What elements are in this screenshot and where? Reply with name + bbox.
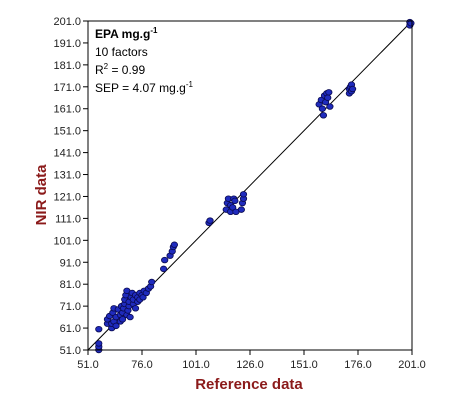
annotation-r2-superscript: 2 [104, 62, 109, 71]
y-tick-label: 121.0 [53, 191, 81, 203]
annotation-sep-prefix: SEP = 4.07 mg.g [95, 81, 186, 95]
x-tick-label: 101.0 [182, 359, 210, 371]
annotation-title: EPA mg.g-1 [95, 26, 158, 41]
y-tick-label: 61.0 [60, 323, 81, 335]
y-tick-label: 101.0 [53, 235, 81, 247]
annotation-r2-prefix: R [95, 63, 104, 77]
y-tick-label: 191.0 [53, 38, 81, 50]
data-point [348, 85, 357, 93]
y-tick-label: 111.0 [55, 213, 81, 225]
data-point [318, 105, 326, 112]
data-point [237, 206, 245, 213]
data-point [160, 265, 168, 273]
data-point [319, 112, 328, 119]
x-axis-ticks: 51.0 76.0 101.0 126.0 151.0 176.0 201.0 [77, 350, 426, 371]
data-point [407, 19, 415, 27]
data-point [239, 191, 248, 198]
data-point [148, 278, 156, 286]
y-tick-label: 151.0 [53, 126, 81, 138]
data-point [325, 89, 333, 96]
y-tick-label: 161.0 [53, 104, 81, 116]
x-tick-label: 76.0 [131, 359, 152, 371]
y-tick-label: 131.0 [53, 170, 81, 182]
data-point [206, 217, 214, 224]
data-point [112, 322, 120, 330]
y-tick-label: 181.0 [53, 60, 81, 72]
annotation-sep: SEP = 4.07 mg.g-1 [95, 80, 194, 95]
annotation-title-superscript: -1 [150, 26, 158, 35]
y-axis-title: NIR data [33, 164, 50, 226]
y-tick-label: 71.0 [60, 301, 81, 313]
x-axis-title: Reference data [195, 376, 303, 393]
x-tick-label: 151.0 [290, 359, 318, 371]
annotation-r2: R2 = 0.99 [95, 62, 145, 77]
data-point [231, 197, 239, 205]
annotation-factors: 10 factors [95, 45, 148, 59]
data-point [326, 103, 334, 110]
data-points-layer [95, 18, 415, 354]
statistics-annotation: EPA mg.g-1 10 factors R2 = 0.99 SEP = 4.… [95, 26, 194, 95]
y-tick-label: 141.0 [53, 148, 81, 160]
data-point [161, 256, 169, 264]
y-axis-ticks: 51.0 61.0 71.0 81.0 91.0 101.0 111.0 121.0 131.0… [53, 16, 88, 357]
y-tick-label: 81.0 [60, 279, 81, 291]
annotation-sep-superscript: -1 [186, 80, 194, 89]
annotation-title-main: EPA mg.g [95, 27, 150, 41]
data-point [170, 241, 178, 248]
data-point [95, 325, 103, 333]
y-tick-label: 51.0 [60, 345, 81, 357]
x-tick-label: 201.0 [398, 359, 426, 371]
x-tick-label: 176.0 [344, 359, 372, 371]
data-point [95, 340, 103, 347]
annotation-r2-suffix: = 0.99 [108, 63, 145, 77]
data-point [324, 94, 332, 101]
y-tick-label: 201.0 [53, 16, 81, 28]
y-tick-label: 171.0 [53, 82, 81, 94]
x-tick-label: 126.0 [236, 359, 264, 371]
data-point [118, 316, 127, 323]
data-point [131, 305, 140, 312]
data-point [126, 313, 134, 321]
x-tick-label: 51.0 [77, 359, 98, 371]
y-tick-label: 91.0 [60, 257, 81, 269]
